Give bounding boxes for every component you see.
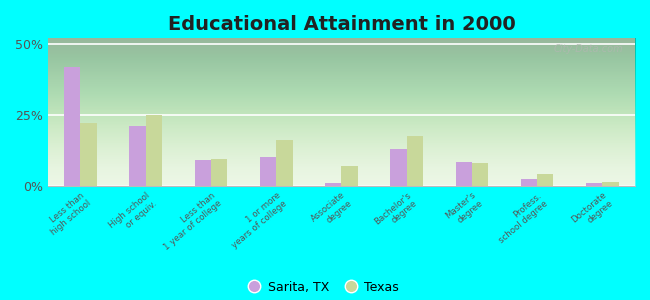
Bar — [456, 162, 472, 186]
Bar — [472, 163, 488, 186]
Bar — [81, 123, 97, 186]
Text: City-Data.com: City-Data.com — [554, 44, 623, 54]
Title: Educational Attainment in 2000: Educational Attainment in 2000 — [168, 15, 515, 34]
Bar — [391, 149, 407, 186]
Bar — [341, 166, 358, 186]
Bar — [146, 115, 162, 186]
Bar — [211, 159, 227, 186]
Bar — [194, 160, 211, 186]
Bar — [603, 182, 619, 186]
Bar — [260, 158, 276, 186]
Bar — [129, 126, 146, 186]
Legend: Sarita, TX, Texas: Sarita, TX, Texas — [249, 279, 401, 297]
Bar — [276, 140, 292, 186]
Bar — [537, 174, 553, 186]
Bar — [521, 179, 537, 186]
Bar — [64, 67, 81, 186]
Bar — [586, 183, 603, 186]
Bar — [325, 183, 341, 186]
Bar — [407, 136, 423, 186]
